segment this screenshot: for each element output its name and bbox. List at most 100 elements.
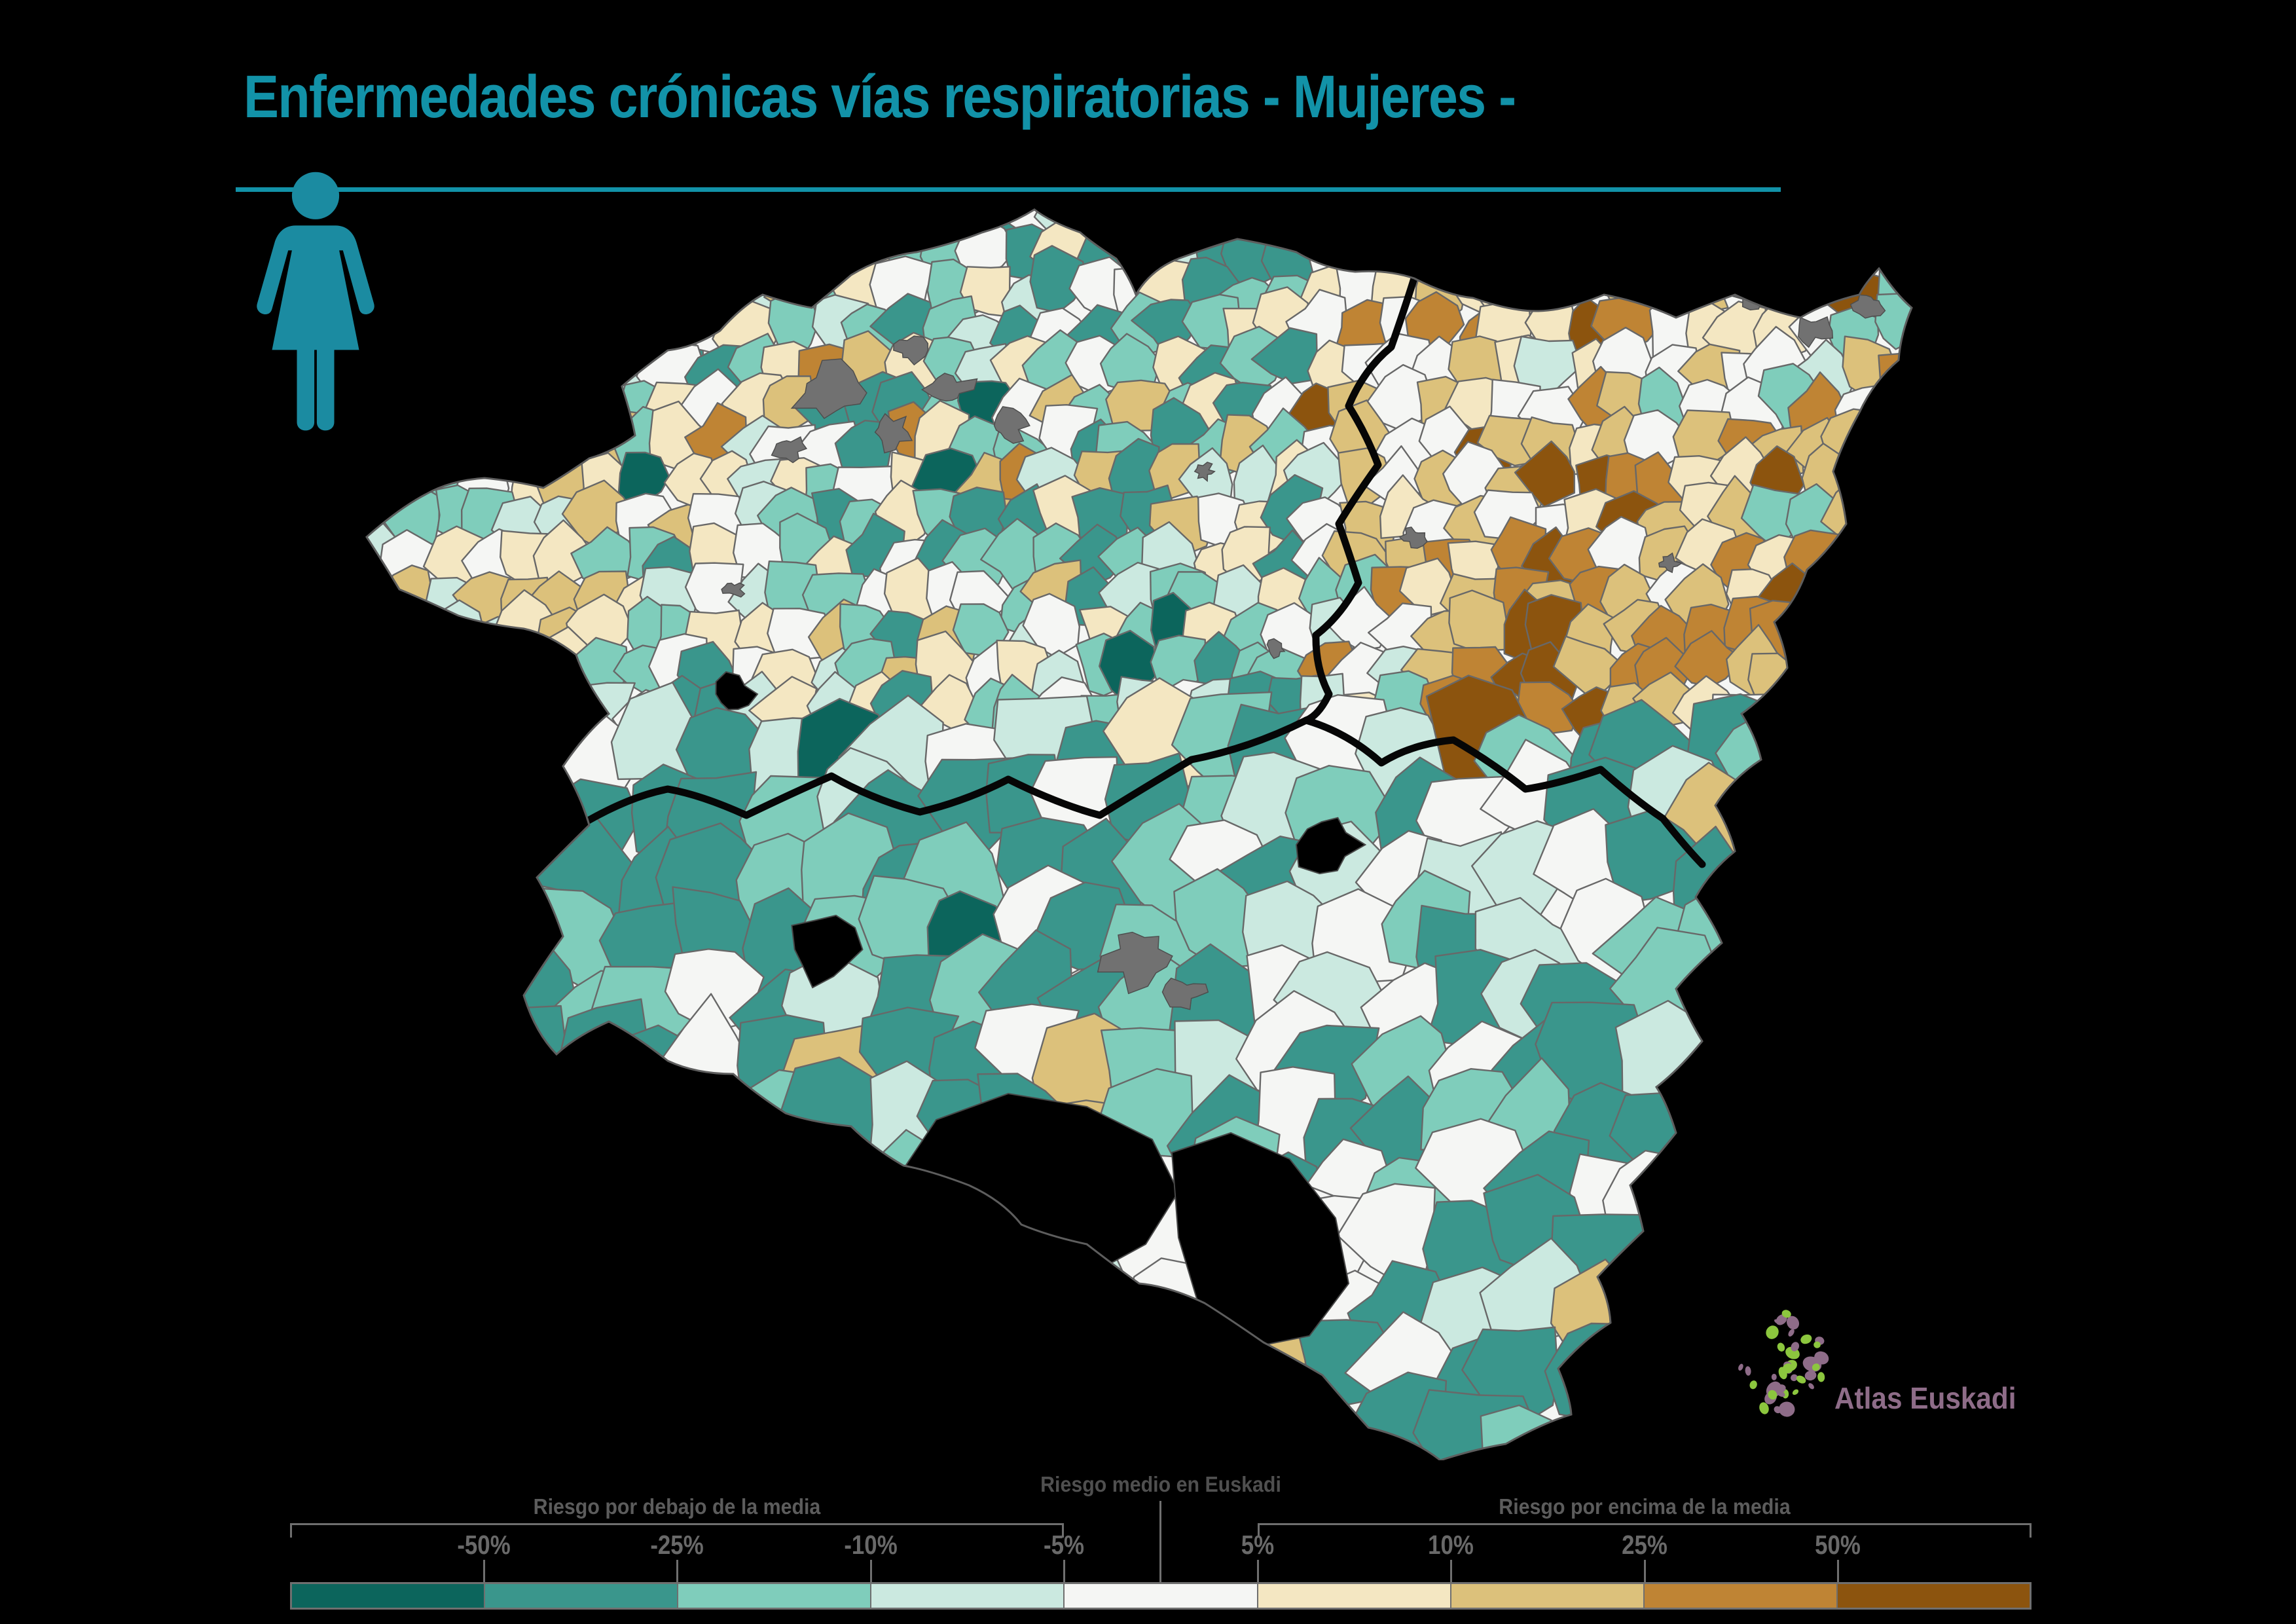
legend-color-segment: [484, 1584, 678, 1608]
legend-tick-line: [483, 1560, 485, 1582]
urban-area: [893, 335, 929, 366]
municipality-cell: [419, 599, 487, 666]
atlas-euskadi-logo-text: Atlas Euskadi: [1834, 1381, 2016, 1415]
logo-dot: [1817, 1372, 1825, 1382]
logo-dot: [1768, 1390, 1777, 1400]
legend-tick-label: -50%: [456, 1530, 511, 1560]
logo-dot: [1759, 1402, 1769, 1414]
legend-caption-middle: Riesgo medio en Euskadi: [1040, 1472, 1281, 1496]
logo-dot: [1812, 1363, 1820, 1371]
legend-color-segment: [1836, 1584, 2030, 1608]
logo-dot: [1776, 1384, 1786, 1393]
municipality-cell: [1878, 352, 1912, 414]
urban-area: [721, 582, 746, 598]
logo-dot: [1814, 1351, 1829, 1365]
legend-bracket-below: [290, 1523, 1064, 1538]
female-icon: [257, 172, 374, 431]
legend-tick-label: -5%: [1044, 1530, 1085, 1560]
municipality-cell: [1514, 440, 1576, 507]
province-borders: [582, 274, 1706, 868]
choropleth-map: [365, 208, 1913, 1460]
legend-tick-label: 10%: [1428, 1530, 1474, 1560]
municipality-cell: [560, 998, 651, 1107]
legend-color-segment: [1063, 1584, 1257, 1608]
urban-area: [1266, 638, 1286, 659]
logo-dot: [1800, 1334, 1812, 1344]
municipality-cell: [1218, 210, 1285, 248]
logo-dot: [1779, 1401, 1795, 1417]
logo-dot: [1808, 1383, 1814, 1390]
legend-color-segment: [1643, 1584, 1836, 1608]
logo-dot: [1777, 1391, 1785, 1397]
province-border: [1302, 716, 1706, 868]
legend-tick-label: 5%: [1241, 1530, 1274, 1560]
logo-dot: [1777, 1342, 1785, 1352]
female-icon-shape: [257, 172, 374, 431]
legend-tick-line: [676, 1560, 679, 1582]
urban-area: [1850, 294, 1886, 319]
logo-dot: [1738, 1363, 1743, 1371]
urban-area: [790, 358, 867, 419]
urban-area: [1097, 931, 1173, 995]
legend-tick-label: -25%: [650, 1530, 704, 1560]
logo-dot: [1796, 1375, 1806, 1384]
legend-color-segment: [1449, 1584, 1643, 1608]
legend-color-segment: [677, 1584, 871, 1608]
urban-area: [993, 406, 1030, 444]
legend-color-segment: [292, 1584, 484, 1608]
logo-dot: [1774, 1319, 1780, 1324]
legend-average-pointer-line: [1159, 1501, 1161, 1582]
municipality-cell: [1672, 409, 1736, 466]
legend-tick-label: 50%: [1815, 1530, 1861, 1560]
logo-dot: [1771, 1373, 1777, 1380]
urban-area: [1658, 552, 1683, 574]
logo-dot: [1787, 1316, 1800, 1330]
legend-tick-label: 25%: [1621, 1530, 1667, 1560]
legend-caption-below: Riesgo por debajo de la media: [533, 1494, 821, 1519]
legend-caption-above: Riesgo por encima de la media: [1499, 1494, 1791, 1519]
municipality-cells: [367, 210, 1912, 1460]
logo-dot: [1745, 1366, 1751, 1376]
municipality-cell: [1513, 335, 1583, 396]
logo-dot: [1792, 1389, 1799, 1395]
title-underline: [236, 187, 1781, 192]
urban-area: [920, 373, 978, 402]
municipality-cell: [469, 1005, 568, 1103]
logo-dot: [1766, 1325, 1779, 1339]
enclave-hole: [715, 671, 759, 710]
legend-tick-line: [1063, 1560, 1066, 1582]
logo-dot: [1782, 1363, 1794, 1374]
legend-color-segment: [1256, 1584, 1450, 1608]
municipality-cell: [1623, 409, 1690, 470]
logo-dot: [1804, 1371, 1817, 1381]
legend-tick-line: [869, 1560, 872, 1582]
municipality-cell: [1674, 630, 1744, 688]
province-border: [582, 716, 1310, 826]
municipality-cell: [1029, 245, 1087, 314]
logo-dot: [1749, 1380, 1757, 1390]
legend-bracket-above: [1258, 1523, 2032, 1538]
map-regions: [367, 210, 1912, 1460]
urban-area: [1398, 526, 1428, 549]
logo-dot: [1788, 1329, 1795, 1337]
municipality-cell: [1022, 593, 1081, 659]
logo-dot: [1791, 1342, 1800, 1352]
province-border: [1302, 274, 1418, 724]
legend-tick-line: [1450, 1560, 1453, 1582]
page-title: Enfermedades crónicas vías respiratorias…: [244, 64, 1516, 130]
enclave-hole: [1295, 817, 1367, 875]
logo-dot: [1790, 1374, 1798, 1382]
urban-area: [771, 436, 808, 464]
municipality-cell: [1250, 327, 1318, 384]
legend-color-segment: [870, 1584, 1064, 1608]
atlas-euskadi-logo-icon: [1738, 1310, 1829, 1417]
legend-tick-label: -10%: [843, 1530, 898, 1560]
enclave-hole: [791, 914, 864, 989]
enclave-hole: [1171, 1132, 1350, 1350]
legend-tick-line: [1643, 1560, 1646, 1582]
municipality-cell: [379, 564, 433, 632]
logo-dot: [1781, 1310, 1791, 1318]
urban-area: [1161, 977, 1209, 1010]
legend-color-bar: [290, 1582, 2032, 1610]
